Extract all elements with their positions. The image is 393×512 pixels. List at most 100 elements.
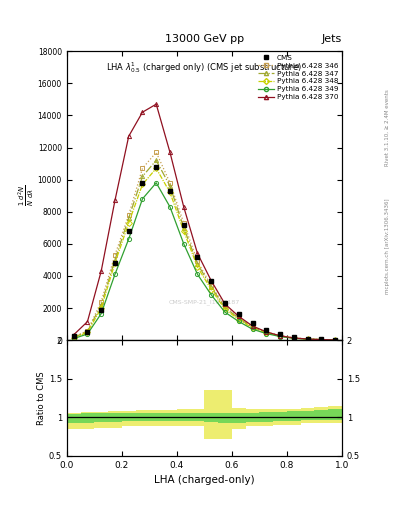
Text: Jets: Jets — [321, 34, 342, 45]
Pythia 6.428 346 — [113, 252, 118, 258]
Pythia 6.428 347 — [195, 261, 200, 267]
Pythia 6.428 346 — [168, 180, 173, 186]
Pythia 6.428 348 — [99, 305, 104, 311]
Pythia 6.428 347 — [264, 329, 269, 335]
Pythia 6.428 349 — [99, 311, 104, 317]
Pythia 6.428 349 — [209, 292, 214, 298]
Pythia 6.428 348 — [292, 335, 296, 341]
Pythia 6.428 347 — [72, 334, 76, 340]
Bar — [163, 410, 177, 426]
Pythia 6.428 349 — [264, 330, 269, 336]
CMS — [333, 337, 338, 343]
CMS — [222, 300, 227, 306]
Y-axis label: Ratio to CMS: Ratio to CMS — [37, 371, 46, 425]
Pythia 6.428 349 — [319, 336, 324, 343]
Pythia 6.428 349 — [333, 337, 338, 343]
CMS — [195, 253, 200, 260]
Y-axis label: $\frac{1}{N}\frac{d^2N}{d\lambda}$: $\frac{1}{N}\frac{d^2N}{d\lambda}$ — [17, 185, 36, 206]
Bar — [108, 411, 122, 428]
Pythia 6.428 370 — [264, 329, 269, 335]
Pythia 6.428 346 — [72, 334, 76, 340]
X-axis label: LHA (charged-only): LHA (charged-only) — [154, 475, 255, 485]
Bar — [94, 413, 108, 422]
Bar — [191, 410, 204, 426]
Bar — [149, 413, 163, 421]
Pythia 6.428 370 — [113, 198, 118, 204]
Bar — [259, 412, 273, 422]
Pythia 6.428 349 — [154, 180, 159, 186]
Bar — [94, 412, 108, 428]
CMS — [264, 327, 269, 333]
Pythia 6.428 346 — [278, 333, 283, 339]
Line: CMS: CMS — [72, 165, 337, 342]
Bar — [328, 407, 342, 422]
Pythia 6.428 370 — [209, 278, 214, 284]
Pythia 6.428 349 — [85, 331, 90, 337]
Text: CMS-SMP-21_I1920187: CMS-SMP-21_I1920187 — [169, 300, 240, 305]
CMS — [305, 335, 310, 342]
Pythia 6.428 349 — [113, 271, 118, 278]
Pythia 6.428 348 — [319, 336, 324, 343]
Pythia 6.428 346 — [195, 259, 200, 265]
Bar — [314, 410, 328, 420]
Line: Pythia 6.428 349: Pythia 6.428 349 — [72, 181, 337, 342]
Text: 13000 GeV pp: 13000 GeV pp — [165, 34, 244, 45]
Pythia 6.428 346 — [209, 283, 214, 289]
Pythia 6.428 348 — [72, 335, 76, 341]
Line: Pythia 6.428 348: Pythia 6.428 348 — [72, 166, 337, 342]
Pythia 6.428 346 — [292, 335, 296, 341]
CMS — [319, 336, 324, 343]
Line: Pythia 6.428 370: Pythia 6.428 370 — [72, 102, 337, 342]
Bar — [122, 413, 136, 421]
Pythia 6.428 346 — [127, 212, 131, 218]
Pythia 6.428 370 — [154, 101, 159, 107]
Pythia 6.428 348 — [85, 329, 90, 335]
Pythia 6.428 370 — [85, 318, 90, 325]
CMS — [209, 278, 214, 284]
Bar — [287, 409, 301, 425]
Pythia 6.428 370 — [99, 268, 104, 274]
Bar — [204, 390, 218, 439]
CMS — [182, 222, 186, 228]
CMS — [168, 188, 173, 194]
Bar — [122, 411, 136, 426]
Pythia 6.428 347 — [319, 336, 324, 343]
Pythia 6.428 370 — [333, 337, 338, 343]
Pythia 6.428 348 — [305, 336, 310, 342]
Bar — [191, 413, 204, 421]
Pythia 6.428 346 — [222, 303, 227, 309]
CMS — [278, 331, 283, 337]
Bar — [301, 411, 314, 420]
Pythia 6.428 348 — [140, 181, 145, 187]
CMS — [99, 307, 104, 313]
CMS — [85, 329, 90, 335]
Pythia 6.428 370 — [222, 301, 227, 307]
Bar — [232, 413, 246, 422]
Pythia 6.428 347 — [333, 337, 338, 343]
Pythia 6.428 346 — [154, 149, 159, 155]
Bar — [301, 408, 314, 423]
Pythia 6.428 370 — [127, 133, 131, 139]
Pythia 6.428 348 — [278, 333, 283, 339]
Pythia 6.428 347 — [127, 215, 131, 221]
Pythia 6.428 348 — [209, 287, 214, 293]
Pythia 6.428 347 — [209, 284, 214, 290]
Pythia 6.428 347 — [140, 174, 145, 180]
Bar — [163, 413, 177, 421]
Pythia 6.428 346 — [250, 324, 255, 330]
Pythia 6.428 370 — [278, 333, 283, 339]
Pythia 6.428 349 — [72, 335, 76, 342]
Bar — [149, 410, 163, 426]
Text: mcplots.cern.ch [arXiv:1306.3436]: mcplots.cern.ch [arXiv:1306.3436] — [385, 198, 390, 293]
Pythia 6.428 347 — [237, 315, 241, 322]
Pythia 6.428 348 — [113, 260, 118, 266]
Pythia 6.428 349 — [292, 335, 296, 342]
Text: Rivet 3.1.10, ≥ 2.4M events: Rivet 3.1.10, ≥ 2.4M events — [385, 90, 390, 166]
Pythia 6.428 349 — [168, 204, 173, 210]
Pythia 6.428 349 — [140, 196, 145, 202]
Pythia 6.428 346 — [99, 298, 104, 305]
CMS — [154, 164, 159, 170]
Pythia 6.428 349 — [182, 241, 186, 247]
Bar — [81, 412, 94, 429]
Legend: CMS, Pythia 6.428 346, Pythia 6.428 347, Pythia 6.428 348, Pythia 6.428 349, Pyt: CMS, Pythia 6.428 346, Pythia 6.428 347,… — [257, 53, 340, 101]
